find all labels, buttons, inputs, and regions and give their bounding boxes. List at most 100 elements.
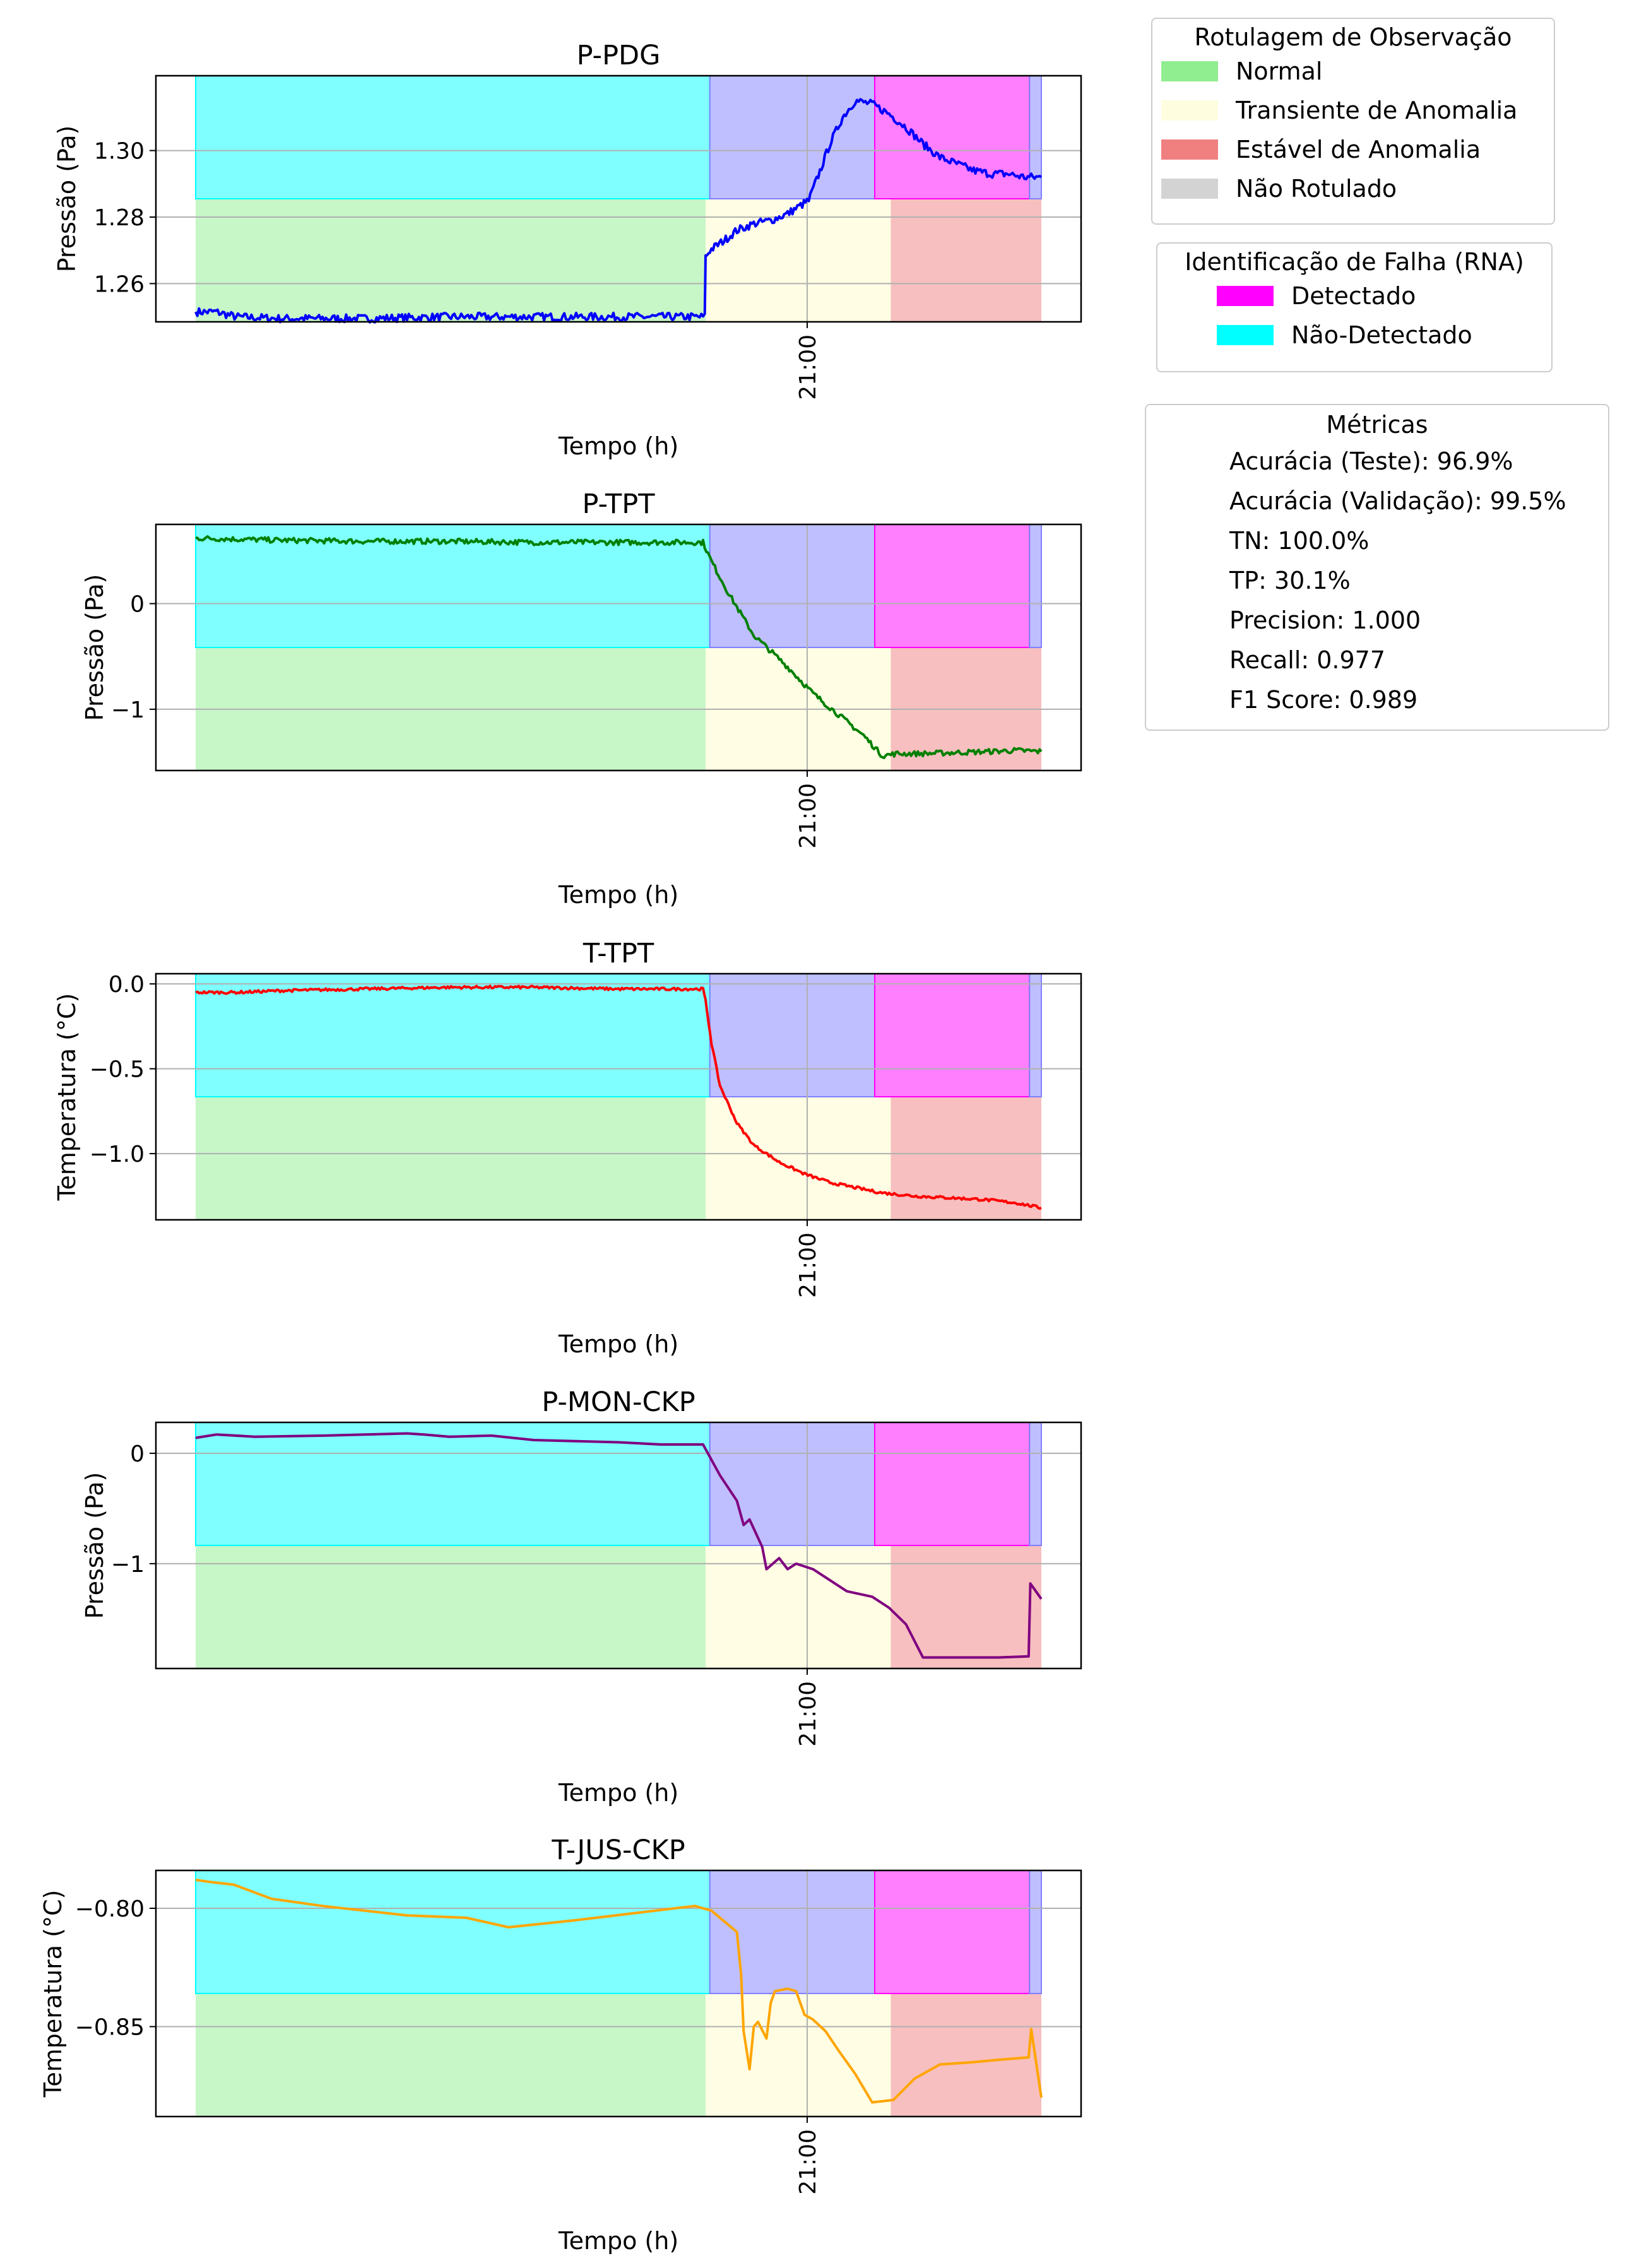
legend-item-stable: Estável de Anomalia (1161, 130, 1545, 169)
y-axis-label: Temperatura (°C) (39, 1890, 67, 2098)
y-tick-label: 1.26 (94, 271, 145, 297)
legend-label: Não-Detectado (1291, 321, 1472, 349)
x-axis-label: Tempo (h) (558, 432, 678, 460)
series-line (195, 1432, 1043, 1659)
label-band (706, 199, 891, 322)
x-tick-label: 21:00 (795, 2129, 821, 2195)
label-band (890, 199, 1041, 322)
x-axis-label: Tempo (h) (558, 1330, 678, 1358)
y-tick-label: 1.28 (94, 205, 145, 231)
metrics-box: Métricas Acurácia (Teste): 96.9% Acuráci… (1145, 404, 1609, 731)
detection-band (1029, 973, 1042, 1097)
series-line (195, 1879, 1043, 2104)
legend-label: Transiente de Anomalia (1236, 97, 1518, 124)
detection-band (1029, 1870, 1042, 1994)
series-line (195, 535, 1043, 760)
y-tick-label: −1 (111, 1552, 145, 1578)
detection-band (874, 1870, 1031, 1994)
label-band (706, 1545, 891, 1669)
legend-item-transient: Transiente de Anomalia (1161, 91, 1545, 130)
y-axis-label: Pressão (Pa) (81, 574, 109, 721)
label-band (196, 1993, 706, 2117)
detection-band (709, 75, 876, 199)
x-tick-label: 21:00 (795, 1232, 821, 1298)
x-axis-label: Tempo (h) (558, 881, 678, 909)
label-band (890, 1097, 1041, 1220)
series-line (194, 98, 1043, 324)
detection-band (874, 973, 1031, 1097)
legend-fault-title: Identificação de Falha (RNA) (1185, 248, 1524, 276)
detection-band (1029, 524, 1042, 648)
subplot-t-tpt: −1.0 −0.5 0.0 21:00 T-TPT Tempo (h) Temperatur… (53, 938, 1082, 1358)
metric-precision: Precision: 1.000 (1229, 606, 1421, 634)
subplot-p-mon-ckp: −1 0 21:00 P-MON-CKP Tempo (h) Pressão (Pa) (81, 1386, 1082, 1807)
y-axis-label: Pressão (Pa) (81, 1472, 109, 1619)
swatch-detected (1217, 286, 1274, 306)
detection-band (874, 524, 1031, 648)
series-line (195, 984, 1042, 1210)
detection-band (1029, 75, 1042, 199)
label-band (196, 1545, 706, 1669)
subplot-title: P-PDG (577, 40, 661, 71)
detection-band (874, 1422, 1031, 1546)
detection-band (195, 75, 711, 199)
detection-band (709, 524, 876, 648)
y-tick-label: 0 (130, 1441, 145, 1467)
detection-band (709, 1422, 876, 1546)
swatch-normal (1161, 61, 1218, 81)
axes-frame (155, 1421, 1082, 1670)
axes-frame (155, 972, 1082, 1221)
x-axis-label: Tempo (h) (558, 2227, 678, 2255)
y-tick-label: −0.80 (75, 1896, 145, 1922)
legend-observation: Rotulagem de Observação Normal Transient… (1151, 18, 1555, 225)
subplot-title: T-JUS-CKP (551, 1834, 685, 1866)
legend-fault: Identificação de Falha (RNA) Detectado N… (1156, 242, 1553, 372)
legend-item-not-detected: Não-Detectado (1166, 316, 1542, 355)
metric-tn: TN: 100.0% (1229, 527, 1370, 555)
y-tick-label: 0.0 (109, 972, 145, 998)
subplot-t-jus-ckp: −0.85 −0.80 21:00 T-JUS-CKP Tempo (h) Tempera… (39, 1834, 1082, 2255)
detection-band (195, 973, 711, 1097)
y-tick-label: −0.5 (90, 1057, 145, 1083)
subplot-title: T-TPT (583, 938, 654, 969)
metric-tp: TP: 30.1% (1229, 567, 1351, 594)
swatch-transient (1161, 100, 1218, 121)
x-tick-label: 21:00 (795, 783, 821, 849)
legend-label: Detectado (1291, 282, 1416, 310)
detection-band (1029, 1422, 1042, 1546)
legend-label: Estável de Anomalia (1236, 136, 1481, 163)
label-band (706, 1097, 891, 1220)
label-band (706, 1993, 891, 2117)
subplot-p-tpt: −1 0 21:00 P-TPT Tempo (h) Pressão (Pa) (81, 488, 1082, 909)
swatch-unlabeled (1161, 179, 1218, 199)
subplot-p-pdg: 1.26 1.28 1.30 21:00 P-PDG Tempo (h) Pressão (… (53, 40, 1082, 460)
y-axis-label: Pressão (Pa) (53, 126, 81, 273)
label-band (890, 1545, 1041, 1669)
detection-band (195, 524, 711, 648)
label-band (890, 1993, 1041, 2117)
legend-item-normal: Normal (1161, 52, 1545, 91)
legend-label: Não Rotulado (1236, 175, 1397, 203)
metrics-list: Acurácia (Teste): 96.9% Acurácia (Valida… (1146, 442, 1608, 720)
y-axis-label: Temperatura (°C) (53, 993, 81, 1202)
x-tick-label: 21:00 (795, 334, 821, 400)
detection-band (874, 75, 1031, 199)
detection-band (195, 1422, 711, 1546)
metrics-title: Métricas (1326, 411, 1428, 439)
y-tick-label: 1.30 (94, 139, 145, 165)
legend-item-detected: Detectado (1166, 276, 1542, 316)
metric-recall: Recall: 0.977 (1229, 646, 1386, 674)
y-tick-label: −1.0 (90, 1142, 145, 1167)
y-tick-label: −1 (111, 697, 145, 723)
subplot-title: P-MON-CKP (541, 1386, 695, 1418)
axes-frame (155, 523, 1082, 772)
detection-band (709, 973, 876, 1097)
metric-accuracy-test: Acurácia (Teste): 96.9% (1229, 447, 1513, 475)
axes-frame (155, 74, 1082, 323)
detection-band (195, 1870, 711, 1994)
swatch-not-detected (1217, 325, 1274, 345)
legend-item-unlabeled: Não Rotulado (1161, 169, 1545, 208)
metric-accuracy-validation: Acurácia (Validação): 99.5% (1229, 487, 1566, 515)
x-tick-label: 21:00 (795, 1681, 821, 1747)
